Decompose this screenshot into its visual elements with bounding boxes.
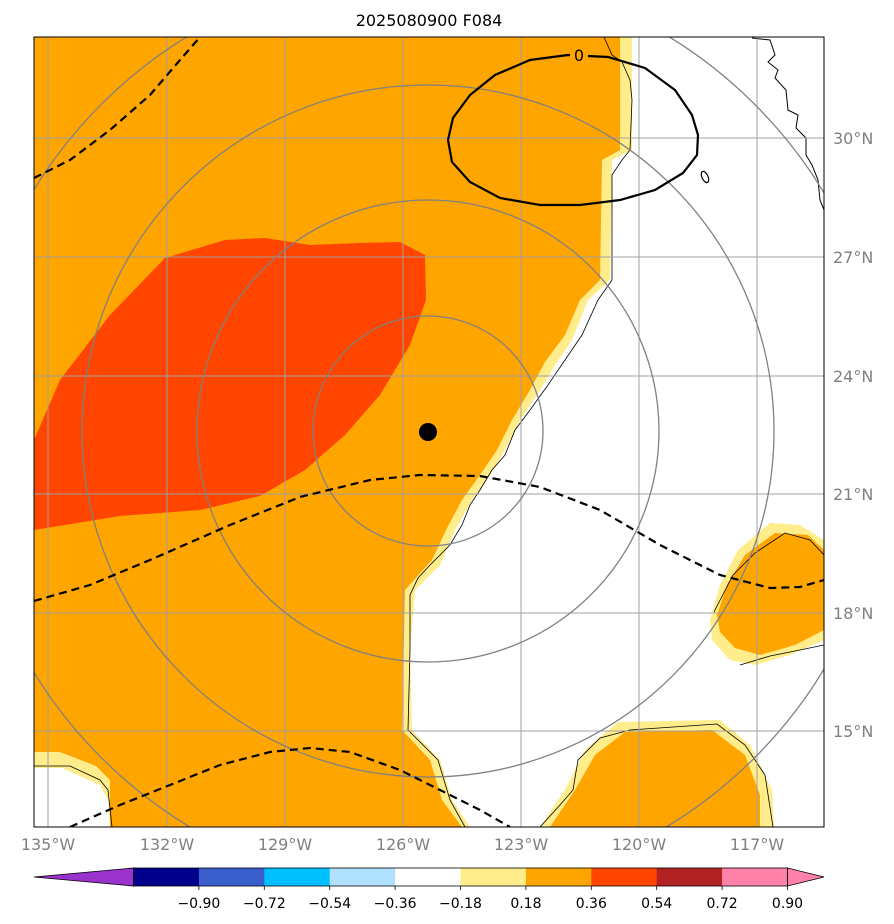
lon-label: 117°W [730, 835, 785, 854]
lon-label: 132°W [140, 835, 195, 854]
lat-label: 24°N [833, 367, 873, 386]
colorbar-extend-low [33, 867, 134, 887]
lat-label: 27°N [833, 248, 873, 267]
lon-label: 123°W [494, 835, 549, 854]
colorbar-segment [329, 868, 396, 886]
lon-label: 126°W [376, 835, 431, 854]
colorbar-tick-label: −0.54 [308, 896, 351, 912]
latitude-labels: 30°N 27°N 24°N 21°N 18°N 15°N [833, 129, 873, 741]
map-title: 2025080900 F084 [356, 11, 503, 30]
colorbar-tick-label: −0.18 [439, 896, 482, 912]
lat-label: 30°N [833, 129, 873, 148]
colorbar-extend-high [787, 867, 825, 887]
colorbar-segment [198, 868, 265, 886]
coastline [751, 37, 824, 211]
contour-label-zero: 0 [574, 46, 584, 65]
lat-label: 15°N [833, 722, 873, 741]
longitude-labels: 135°W 132°W 129°W 126°W 123°W 120°W 117°… [21, 835, 785, 854]
contour-zero [446, 53, 700, 207]
colorbar-tick-label: −0.72 [243, 896, 286, 912]
colorbar-segment [133, 868, 200, 886]
colorbar-segment [525, 868, 592, 886]
colorbar-tick-label: 0.36 [576, 896, 607, 912]
anomaly-fill-red [34, 238, 426, 530]
colorbar-tick-label: −0.90 [177, 896, 220, 912]
storm-center-marker [419, 423, 437, 441]
colorbar-tick-label: 0.18 [510, 896, 541, 912]
range-rings [34, 37, 824, 827]
colorbar-segment [591, 868, 658, 886]
colorbar-tick-label: 0.54 [641, 896, 672, 912]
colorbar-segment [395, 868, 461, 886]
colorbar-tick-label: 0.72 [707, 896, 738, 912]
contours-dashed [34, 37, 824, 827]
colorbar-segment [722, 868, 788, 886]
lat-label: 18°N [833, 604, 873, 623]
lat-label: 21°N [833, 485, 873, 504]
map-frame [33, 36, 825, 828]
map-panel: 0 [34, 37, 824, 827]
colorbar-segment [264, 868, 331, 886]
lon-label: 135°W [21, 835, 76, 854]
colorbar-tick-label: 0.90 [772, 896, 803, 912]
lon-label: 129°W [258, 835, 313, 854]
lon-label: 120°W [612, 835, 667, 854]
colorbar-tick-label: −0.36 [374, 896, 417, 912]
colorbar-segment [656, 868, 723, 886]
colorbar-segment [460, 868, 527, 886]
colorbar: −0.90 −0.72 −0.54 −0.36 −0.18 0.18 0.36 0.54 0.7… [33, 867, 825, 912]
